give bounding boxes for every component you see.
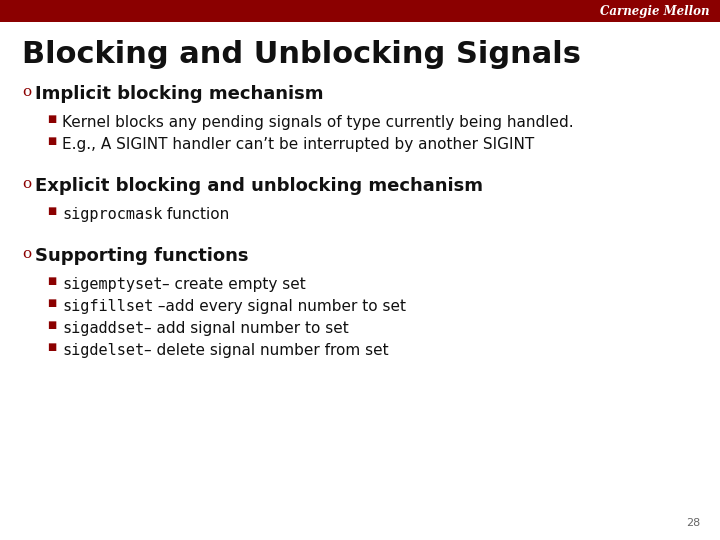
Text: sigdelset: sigdelset bbox=[62, 343, 144, 358]
Text: o: o bbox=[22, 177, 31, 191]
Text: Supporting functions: Supporting functions bbox=[35, 247, 248, 265]
Text: 28: 28 bbox=[685, 518, 700, 528]
Text: ■: ■ bbox=[48, 114, 57, 124]
Text: – delete signal number from set: – delete signal number from set bbox=[144, 343, 389, 358]
Text: – create empty set: – create empty set bbox=[163, 277, 306, 292]
Text: Blocking and Unblocking Signals: Blocking and Unblocking Signals bbox=[22, 40, 581, 69]
Text: ■: ■ bbox=[48, 206, 57, 216]
Text: ■: ■ bbox=[48, 136, 57, 146]
Text: –add every signal number to set: –add every signal number to set bbox=[153, 299, 406, 314]
Text: sigemptyset: sigemptyset bbox=[62, 277, 163, 292]
Text: ■: ■ bbox=[48, 298, 57, 308]
Text: ■: ■ bbox=[48, 320, 57, 330]
Text: Implicit blocking mechanism: Implicit blocking mechanism bbox=[35, 85, 323, 103]
Text: Explicit blocking and unblocking mechanism: Explicit blocking and unblocking mechani… bbox=[35, 177, 483, 195]
Text: Kernel blocks any pending signals of type currently being handled.: Kernel blocks any pending signals of typ… bbox=[62, 115, 574, 130]
Text: ■: ■ bbox=[48, 276, 57, 286]
Text: o: o bbox=[22, 85, 31, 99]
Text: sigprocmask: sigprocmask bbox=[62, 207, 163, 222]
Text: E.g., A SIGINT handler can’t be interrupted by another SIGINT: E.g., A SIGINT handler can’t be interrup… bbox=[62, 137, 534, 152]
Text: – add signal number to set: – add signal number to set bbox=[144, 321, 349, 336]
Text: sigfillset: sigfillset bbox=[62, 299, 153, 314]
Bar bbox=[0, 0, 720, 22]
Text: ■: ■ bbox=[48, 342, 57, 352]
Text: Carnegie Mellon: Carnegie Mellon bbox=[600, 4, 710, 17]
Text: function: function bbox=[163, 207, 230, 222]
Text: o: o bbox=[22, 247, 31, 261]
Text: sigaddset: sigaddset bbox=[62, 321, 144, 336]
